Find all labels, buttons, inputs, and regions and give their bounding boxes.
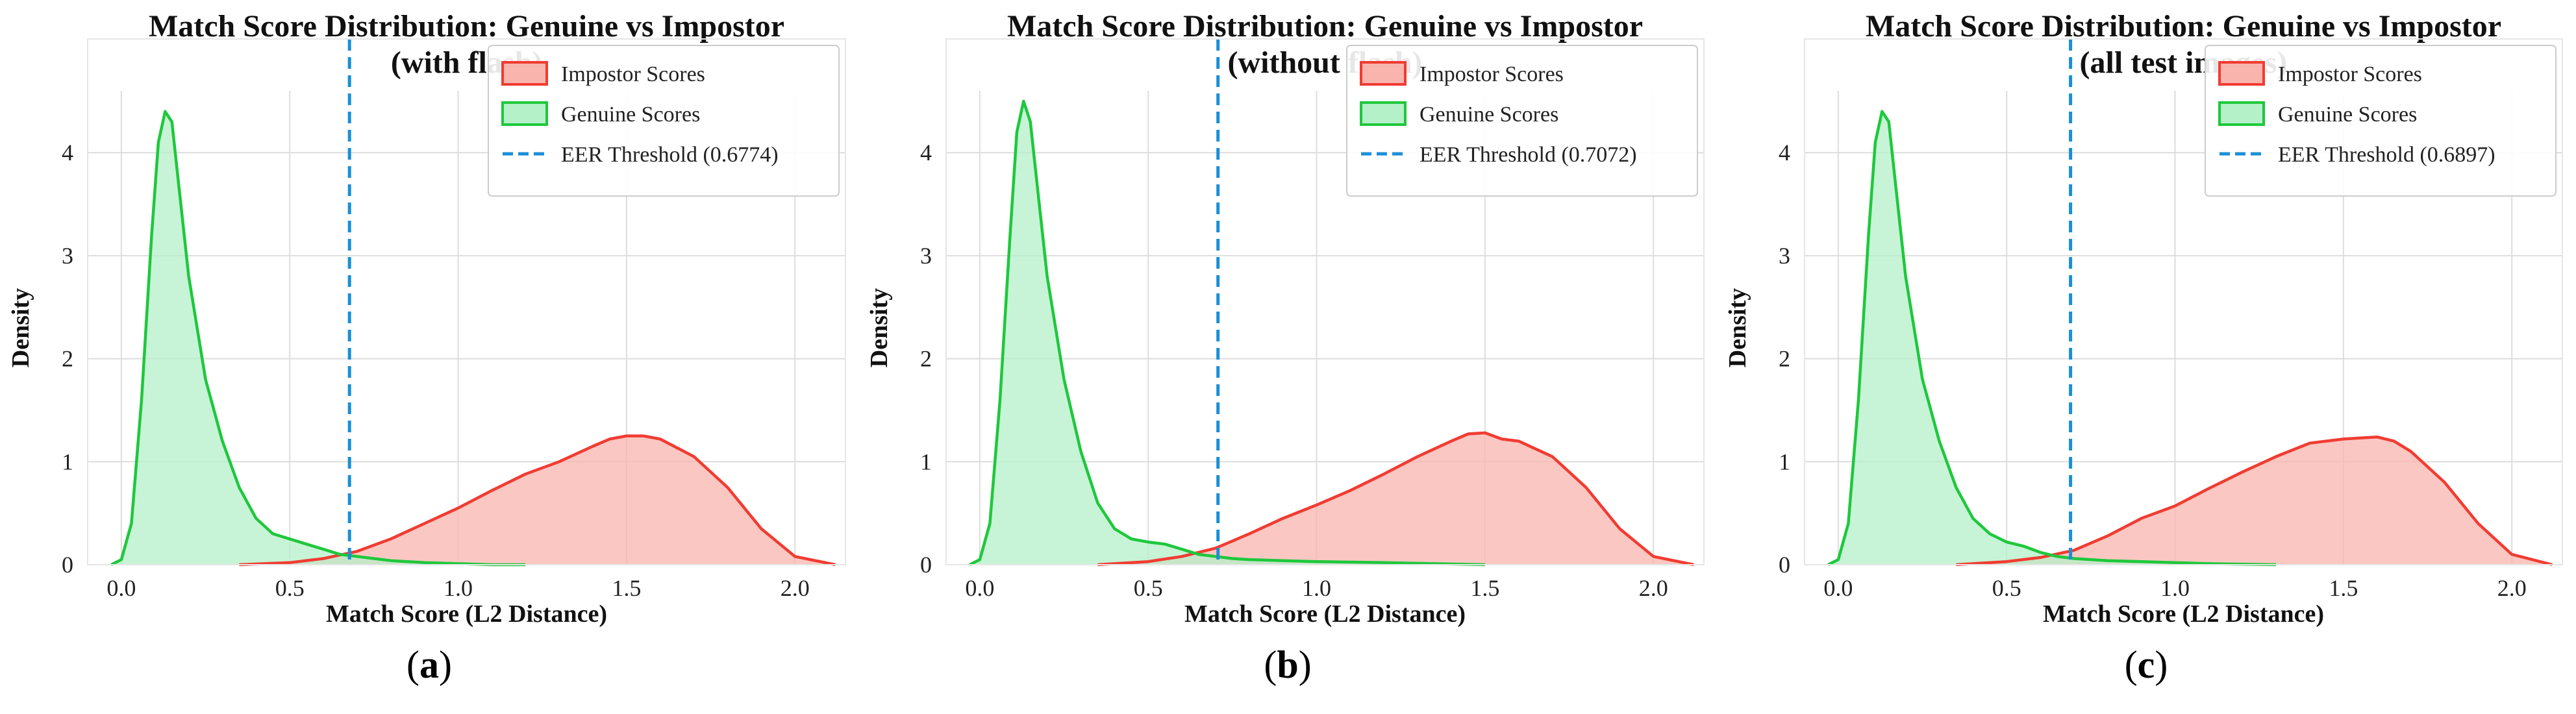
y-axis-label: Density	[7, 288, 34, 367]
legend-label: Genuine Scores	[2278, 103, 2417, 127]
density-area	[239, 436, 836, 565]
legend-swatch	[501, 101, 548, 126]
chart-svg-a: Match Score Distribution: Genuine vs Imp…	[7, 9, 846, 628]
x-tick-label: 1.5	[2329, 575, 2358, 601]
chart-panel-a: Match Score Distribution: Genuine vs Imp…	[0, 0, 858, 714]
density-curve	[1956, 435, 2553, 567]
x-tick-label: 2.0	[781, 575, 810, 601]
x-tick-label: 0.0	[106, 575, 136, 601]
y-tick-label: 1	[920, 449, 932, 474]
chart-svg-c: Match Score Distribution: Genuine vs Imp…	[1724, 9, 2563, 628]
density-area	[1956, 437, 2553, 565]
y-axis-label: Density	[866, 288, 893, 367]
x-tick-label: 1.5	[612, 575, 641, 601]
density-curve	[1827, 110, 2277, 567]
panel-label-c: (c)	[2124, 643, 2168, 686]
y-tick-label: 2	[62, 346, 73, 372]
legend-swatch	[1360, 61, 1407, 86]
x-tick-label: 0.0	[1823, 575, 1853, 601]
density-area	[969, 101, 1485, 565]
x-axis-label: Match Score (L2 Distance)	[1184, 600, 1466, 628]
chart-title: Match Score Distribution: Genuine vs Imp…	[1007, 9, 1643, 43]
x-tick-label: 2.0	[2497, 575, 2527, 601]
x-tick-label: 1.0	[444, 575, 473, 601]
y-tick-label: 0	[62, 552, 73, 578]
density-area	[1097, 432, 1694, 565]
legend-box	[488, 45, 840, 197]
x-tick-label: 0.5	[275, 575, 305, 601]
y-tick-label: 3	[62, 243, 73, 269]
legend-swatch	[2218, 101, 2265, 126]
plot-frame	[1804, 38, 2563, 565]
y-tick-label: 2	[920, 346, 932, 372]
x-tick-label: 0.5	[1134, 575, 1163, 601]
density-area	[1828, 111, 2277, 565]
y-tick-label: 3	[1779, 243, 1790, 269]
density-curve	[239, 434, 836, 567]
legend-label: Impostor Scores	[561, 62, 705, 86]
x-tick-label: 1.5	[1470, 575, 1499, 601]
legend-box	[1346, 45, 1698, 197]
y-tick-label: 4	[1779, 140, 1790, 166]
plot-frame	[945, 38, 1705, 565]
y-tick-label: 0	[920, 552, 932, 578]
x-axis-label: Match Score (L2 Distance)	[2043, 600, 2324, 628]
chart-panel-b: Match Score Distribution: Genuine vs Imp…	[858, 0, 1717, 714]
density-curve	[110, 110, 526, 567]
x-axis-label: Match Score (L2 Distance)	[326, 600, 607, 628]
x-tick-label: 2.0	[1639, 575, 1668, 601]
x-tick-label: 1.0	[1302, 575, 1331, 601]
y-tick-label: 3	[920, 243, 932, 269]
chart-title: Match Score Distribution: Genuine vs Imp…	[149, 9, 784, 43]
legend-label: Impostor Scores	[2278, 62, 2422, 86]
density-area	[111, 111, 526, 565]
legend-label: Genuine Scores	[561, 103, 700, 127]
plot-frame	[87, 38, 846, 565]
y-tick-label: 1	[62, 449, 73, 474]
y-tick-label: 1	[1779, 449, 1790, 474]
chart-title: Match Score Distribution: Genuine vs Imp…	[1866, 9, 2501, 43]
panel-label-b: (b)	[1264, 643, 1312, 686]
y-tick-label: 0	[1779, 552, 1790, 578]
y-tick-label: 2	[1779, 346, 1790, 372]
y-tick-label: 4	[920, 140, 932, 166]
legend-label: EER Threshold (0.7072)	[1419, 143, 1637, 167]
x-tick-label: 1.0	[2160, 575, 2190, 601]
legend-label: Genuine Scores	[1419, 103, 1558, 127]
legend-label: EER Threshold (0.6897)	[2278, 143, 2495, 167]
legend-swatch	[501, 61, 548, 86]
legend-label: Impostor Scores	[1419, 62, 1564, 86]
legend-swatch	[2218, 61, 2265, 86]
legend-swatch	[1360, 101, 1407, 126]
panel-label-a: (a)	[406, 643, 452, 686]
y-tick-label: 4	[62, 140, 73, 166]
density-curve	[969, 99, 1485, 567]
chart-svg-b: Match Score Distribution: Genuine vs Imp…	[866, 9, 1705, 628]
x-tick-label: 0.5	[1992, 575, 2021, 601]
density-curve	[1097, 431, 1694, 567]
y-axis-label: Density	[1724, 288, 1751, 367]
x-tick-label: 0.0	[965, 575, 994, 601]
legend-label: EER Threshold (0.6774)	[561, 143, 779, 167]
chart-panel-c: Match Score Distribution: Genuine vs Imp…	[1717, 0, 2575, 714]
legend-box	[2205, 45, 2557, 197]
